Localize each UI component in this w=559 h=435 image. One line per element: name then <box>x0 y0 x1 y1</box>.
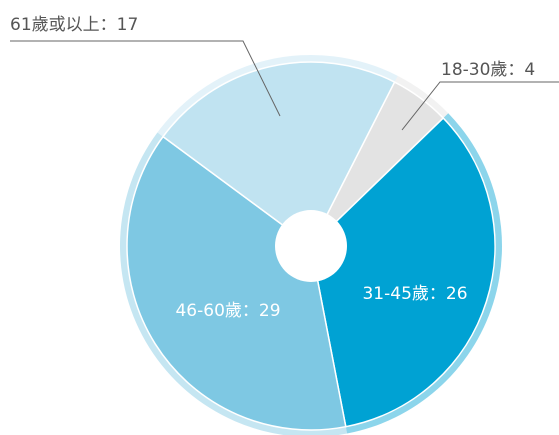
slice <box>310 116 496 428</box>
slice <box>126 135 347 431</box>
donut-hole <box>275 210 347 282</box>
data-label: 31-45歲：26 <box>362 284 467 304</box>
leader-line <box>401 81 559 131</box>
data-label: 18-30歲：4 <box>441 60 535 80</box>
data-label: 46-60歲：29 <box>175 301 280 321</box>
slice <box>161 61 396 248</box>
leader-line <box>10 40 281 117</box>
data-label: 61歲或以上：17 <box>10 15 138 35</box>
